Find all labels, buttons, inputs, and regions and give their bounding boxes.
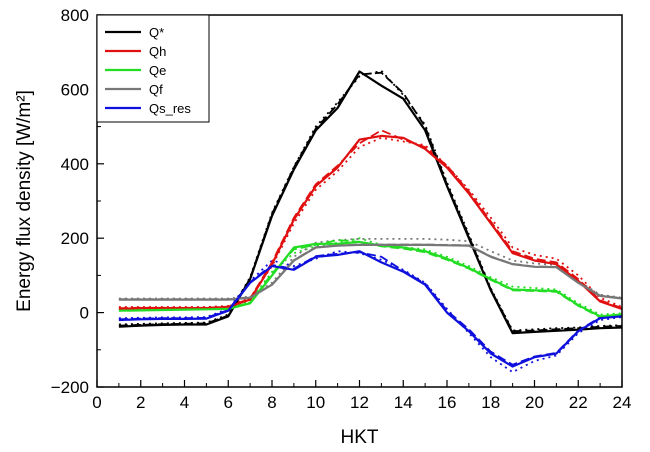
y-tick-label: −200 <box>51 378 89 397</box>
legend-label: Qs_res <box>149 101 191 116</box>
x-tick-label: 6 <box>224 393 233 412</box>
series-2-dotted-line <box>118 237 623 316</box>
legend-label: Q* <box>149 25 164 40</box>
series-2-dashed-line <box>118 239 623 319</box>
x-tick-label: 18 <box>481 393 500 412</box>
series-1-dotted-line <box>118 136 623 308</box>
x-tick-label: 14 <box>394 393 413 412</box>
x-tick-label: 2 <box>136 393 145 412</box>
x-axis-title: HKT <box>341 427 379 448</box>
x-tick-label: 8 <box>267 393 276 412</box>
y-axis-ticks: −200 0 200 400 600 800 <box>51 6 104 397</box>
x-axis-ticks: 0 2 4 6 8 10 12 14 16 18 20 22 24 <box>92 380 631 412</box>
x-tick-label: 10 <box>306 393 325 412</box>
x-tick-label: 0 <box>92 393 101 412</box>
y-tick-label: 600 <box>61 80 89 99</box>
series-2-solid-line <box>118 240 623 318</box>
series-4-solid-line <box>118 250 623 368</box>
y-tick-label: 400 <box>61 155 89 174</box>
y-axis-title: Energy flux density [W/m²] <box>14 90 35 312</box>
series-0-solid-line <box>118 70 623 335</box>
y-tick-label: 0 <box>80 304 89 323</box>
x-tick-label: 20 <box>525 393 544 412</box>
series-1-solid-line <box>118 134 623 310</box>
x-tick-label: 22 <box>569 393 588 412</box>
legend-label: Qf <box>149 82 163 97</box>
series-4-dotted-line <box>118 250 623 374</box>
x-tick-label: 12 <box>350 393 369 412</box>
legend-label: Qh <box>149 44 166 59</box>
y-tick-label: 800 <box>61 6 89 25</box>
x-tick-label: 24 <box>613 393 632 412</box>
x-tick-label: 16 <box>438 393 457 412</box>
series-3-solid-line <box>118 243 623 301</box>
series-1-dashed-line <box>118 129 623 309</box>
series-3-dotted-line <box>118 237 623 300</box>
legend: Q* Qh Qe Qf Qs_res <box>96 14 210 123</box>
x-tick-label: 4 <box>180 393 189 412</box>
plot-lines <box>118 69 623 374</box>
y-tick-label: 200 <box>61 229 89 248</box>
legend-label: Qe <box>149 63 166 78</box>
